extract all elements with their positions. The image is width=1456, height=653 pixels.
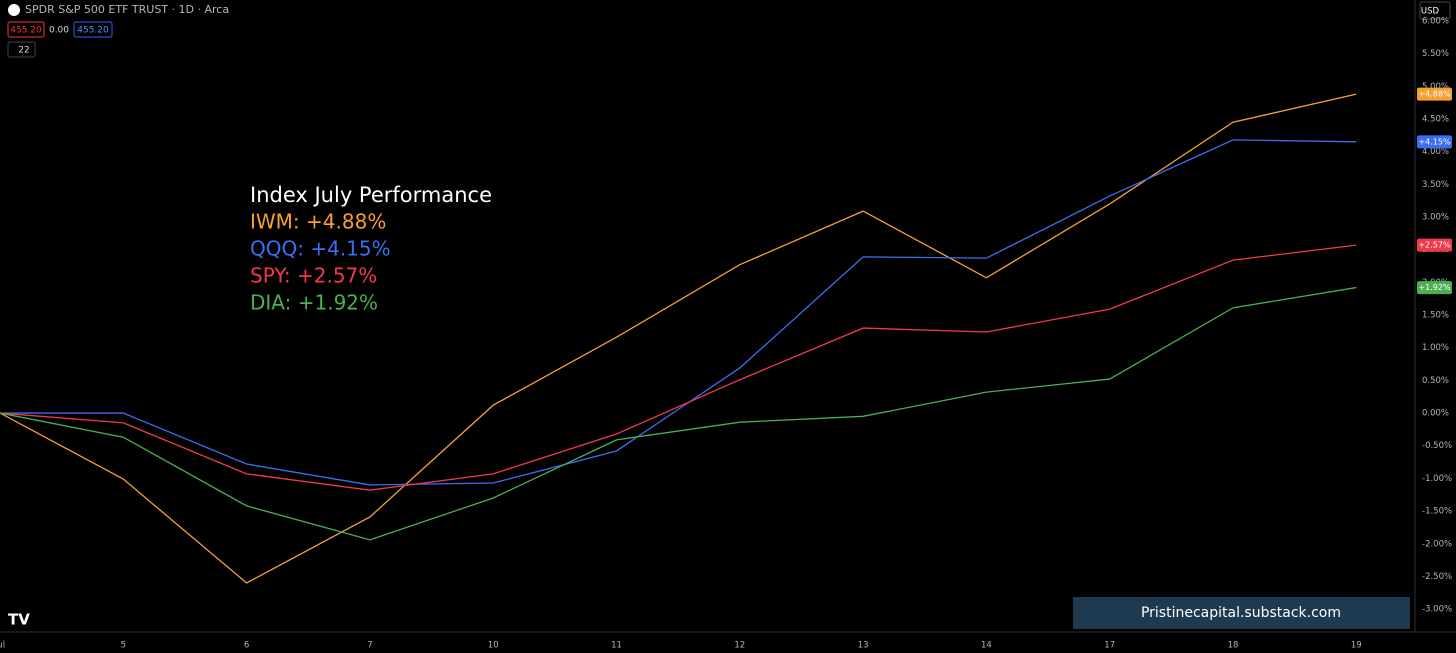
x-tick-label: 11 (611, 641, 622, 651)
annotation-title: Index July Performance (250, 183, 492, 207)
y-tick-label: 0.50% (1422, 376, 1449, 386)
ask: 455.20 (77, 26, 109, 36)
x-tick-label: 14 (981, 641, 992, 651)
y-tick-label: 4.50% (1422, 114, 1449, 124)
bid: 455.20 (10, 26, 42, 36)
price-tag-label: +4.15% (1418, 137, 1451, 146)
x-tick-label: 5 (121, 641, 126, 651)
logo: TV (8, 611, 30, 629)
x-tick-label: Jul (0, 641, 5, 651)
y-tick-label: 0.00% (1422, 409, 1449, 419)
symbol-logo (8, 4, 20, 16)
y-tick-label: 5.50% (1422, 49, 1449, 59)
y-tick-label: 6.00% (1422, 16, 1449, 26)
y-tick-label: 3.50% (1422, 180, 1449, 190)
y-tick-label: -1.50% (1422, 507, 1452, 517)
y-tick-label: -0.50% (1422, 441, 1452, 451)
bid-box (7, 21, 45, 38)
y-tick-label: -2.00% (1422, 539, 1452, 549)
annotation-line: QQQ: +4.15% (250, 237, 391, 261)
y-tick-label: -1.00% (1422, 474, 1452, 484)
ask-box (73, 21, 113, 38)
y-tick-label: 1.50% (1422, 311, 1449, 321)
y-tick-label: 1.00% (1422, 343, 1449, 353)
y-tick-label: -2.50% (1422, 572, 1452, 582)
annotation-line: IWM: +4.88% (250, 210, 386, 234)
price-tag-label: +2.57% (1418, 241, 1451, 250)
y-tick-label: 5.00% (1422, 82, 1449, 92)
y-tick-label: 3.00% (1422, 212, 1449, 222)
price-tag (1417, 135, 1452, 149)
x-tick-label: 12 (734, 641, 745, 651)
x-tick-label: 19 (1351, 641, 1362, 651)
price-tag (1417, 87, 1452, 101)
y-tick-label: -3.00% (1422, 605, 1452, 615)
x-tick-label: 7 (367, 641, 372, 651)
annotation-line: DIA: +1.92% (250, 291, 378, 315)
price-tag-label: +1.92% (1418, 283, 1451, 292)
series-line (0, 244, 1357, 491)
x-tick-label: 17 (1104, 641, 1115, 651)
currency: USD (1421, 7, 1440, 17)
series-line (0, 286, 1357, 541)
x-tick-label: 18 (1228, 641, 1239, 651)
y-tick-label: 4.00% (1422, 147, 1449, 157)
x-tick-label: 6 (244, 641, 249, 651)
price-tag-label: +4.88% (1418, 90, 1451, 99)
symbol-title: SPDR S&P 500 ETF TRUST · 1D · Arca (25, 3, 229, 16)
watermark: Pristinecapital.substack.com (1141, 605, 1341, 621)
series-line (0, 93, 1357, 584)
x-tick-label: 13 (858, 641, 869, 651)
currency-button[interactable] (1419, 1, 1451, 20)
price-tag (1417, 238, 1452, 252)
count-box[interactable] (7, 41, 36, 58)
x-tick-label: 10 (488, 641, 499, 651)
annotation-line: SPY: +2.57% (250, 264, 377, 288)
spread: 0.00 (49, 26, 69, 36)
watermark-box (1073, 597, 1410, 629)
price-tag (1417, 281, 1452, 295)
series-line (0, 139, 1357, 486)
count: 22 (18, 46, 29, 56)
